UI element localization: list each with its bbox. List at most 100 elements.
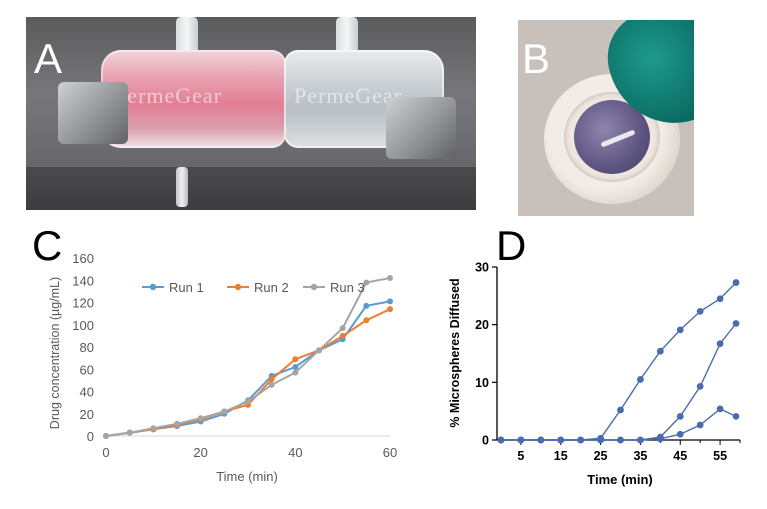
chart-c-data-point: [221, 408, 228, 415]
chart-c-data-point: [174, 420, 180, 427]
chart-d-data-point: [696, 308, 704, 315]
chart-c-x-tick-label: 40: [288, 445, 302, 460]
chart-c-series-line: [105, 308, 391, 437]
chart-c-legend: Run 1 Run 2 Run 3: [142, 280, 365, 295]
chart-d-data-point: [732, 412, 740, 420]
chart-d-data-point: [716, 295, 724, 303]
chart-d-microspheres-diffused: 0 10 20 30 5 15 25 35 45 55 Time (min) % Microsph…: [448, 261, 741, 487]
chart-c-data-point: [268, 376, 275, 383]
chart-c-y-tick-label: 160: [72, 251, 94, 266]
chart-d-data-point: [676, 412, 684, 420]
chart-c-data-point: [339, 332, 346, 339]
brand-logo-right: PermeGear: [294, 83, 402, 108]
chart-d-data-point: [676, 430, 684, 438]
chart-c-y-tick-label: 20: [80, 407, 94, 422]
chart-d-data-point: [637, 376, 644, 383]
chart-c-y-tick-label: 80: [80, 340, 94, 355]
chart-d-x-tick-label: 15: [554, 449, 568, 463]
chart-c-series-line: [105, 300, 391, 437]
chart-d-data-point: [656, 435, 664, 443]
chart-c-data-point: [103, 433, 109, 439]
chart-c-x-tick-label: 60: [383, 445, 397, 460]
chart-c-legend-marker: [310, 283, 318, 291]
panel-letter-d: D: [496, 222, 527, 269]
chart-c-data-point: [339, 325, 346, 332]
bench-surface: [26, 167, 476, 210]
panel-a-photo: PermeGear PermeGear: [26, 17, 476, 210]
brand-logo-left: PermeGear: [114, 83, 222, 108]
chart-c-legend-label: Run 1: [169, 280, 204, 295]
chart-d-y-tick-label: 20: [475, 318, 489, 332]
chart-d-data-point: [617, 436, 624, 444]
glass-port-bottom: [176, 167, 188, 207]
panel-b-photo: [518, 20, 694, 216]
chart-c-data-point: [245, 398, 251, 405]
chart-d-data-point: [676, 326, 684, 334]
chart-c-series-line: [105, 277, 391, 437]
chart-c-data-point: [363, 317, 370, 324]
chart-d-data-point: [732, 279, 740, 286]
chart-d-x-tick-label: 35: [633, 449, 647, 463]
chart-d-y-tick-label: 30: [475, 261, 489, 275]
chart-c-axes: 0 20 40 60 80 100 120 140 160 0 20 40 60: [72, 251, 397, 460]
chart-d-series-line: [501, 282, 737, 441]
chart-c-y-axis-label: Drug concentration (µg/mL): [48, 277, 62, 429]
chart-d-y-tick-label: 10: [475, 376, 489, 390]
chart-d-y-tick-label: 0: [482, 434, 489, 448]
chart-d-data-point: [557, 436, 565, 444]
chart-c-data-point: [150, 425, 157, 432]
chart-d-data-point: [577, 436, 585, 444]
panel-letter-b: B: [522, 35, 551, 82]
chart-c-legend-marker: [149, 283, 157, 291]
glass-port-top-left: [176, 17, 198, 57]
chart-c-data-point: [292, 369, 299, 376]
donor-chamber-pink: [101, 50, 286, 148]
chart-d-data-point: [716, 405, 724, 413]
chart-d-x-tick-label: 25: [594, 449, 608, 463]
chart-d-data-point: [517, 436, 525, 444]
glass-port-top-right: [336, 17, 358, 57]
panel-letter-c: C: [32, 222, 63, 269]
chart-c-legend-marker: [234, 283, 242, 291]
chart-c-legend-label: Run 2: [254, 280, 289, 295]
chart-c-y-tick-label: 100: [72, 318, 94, 333]
chart-d-data-point: [497, 436, 505, 444]
chart-d-series: [497, 279, 740, 444]
chart-d-x-tick-label: 5: [517, 449, 524, 463]
chart-c-data-point: [363, 302, 370, 309]
panel-letter-a: A: [34, 35, 63, 82]
chart-d-data-point: [716, 340, 724, 348]
chart-d-x-tick-label: 55: [713, 449, 727, 463]
chart-c-data-point: [387, 298, 393, 305]
chart-d-data-point: [637, 436, 644, 444]
chart-c-x-axis-label: Time (min): [216, 469, 278, 484]
chart-d-data-point: [732, 320, 740, 327]
chart-d-x-tick-label: 45: [673, 449, 687, 463]
chart-c-data-point: [292, 356, 299, 363]
chart-d-data-point: [696, 382, 704, 390]
chart-c-y-tick-label: 60: [80, 362, 94, 377]
chart-c-y-tick-label: 40: [80, 385, 94, 400]
chart-c-y-tick-label: 120: [72, 296, 94, 311]
chart-c-y-tick-label: 0: [87, 429, 94, 444]
chart-c-data-point: [197, 415, 204, 422]
clamp-left: [58, 82, 128, 144]
chart-c-data-point: [387, 306, 393, 313]
chart-d-x-axis-label: Time (min): [587, 472, 653, 487]
chart-c-y-tick-label: 140: [72, 273, 94, 288]
chart-d-data-point: [597, 436, 604, 444]
chart-c-x-tick-label: 20: [193, 445, 207, 460]
chart-d-data-point: [656, 347, 664, 355]
chart-d-data-point: [537, 436, 545, 444]
chart-c-x-tick-label: 0: [102, 445, 109, 460]
chart-c-series: [103, 275, 393, 439]
chart-c-data-point: [363, 279, 370, 286]
chart-d-data-point: [617, 406, 624, 414]
chart-c-data-point: [268, 381, 275, 388]
chart-c-data-point: [387, 275, 393, 282]
chart-c-data-point: [316, 347, 322, 354]
chart-c-legend-label: Run 3: [330, 280, 365, 295]
chart-d-axes: 0 10 20 30 5 15 25 35 45 55: [475, 261, 741, 463]
chart-c-data-point: [126, 429, 133, 436]
